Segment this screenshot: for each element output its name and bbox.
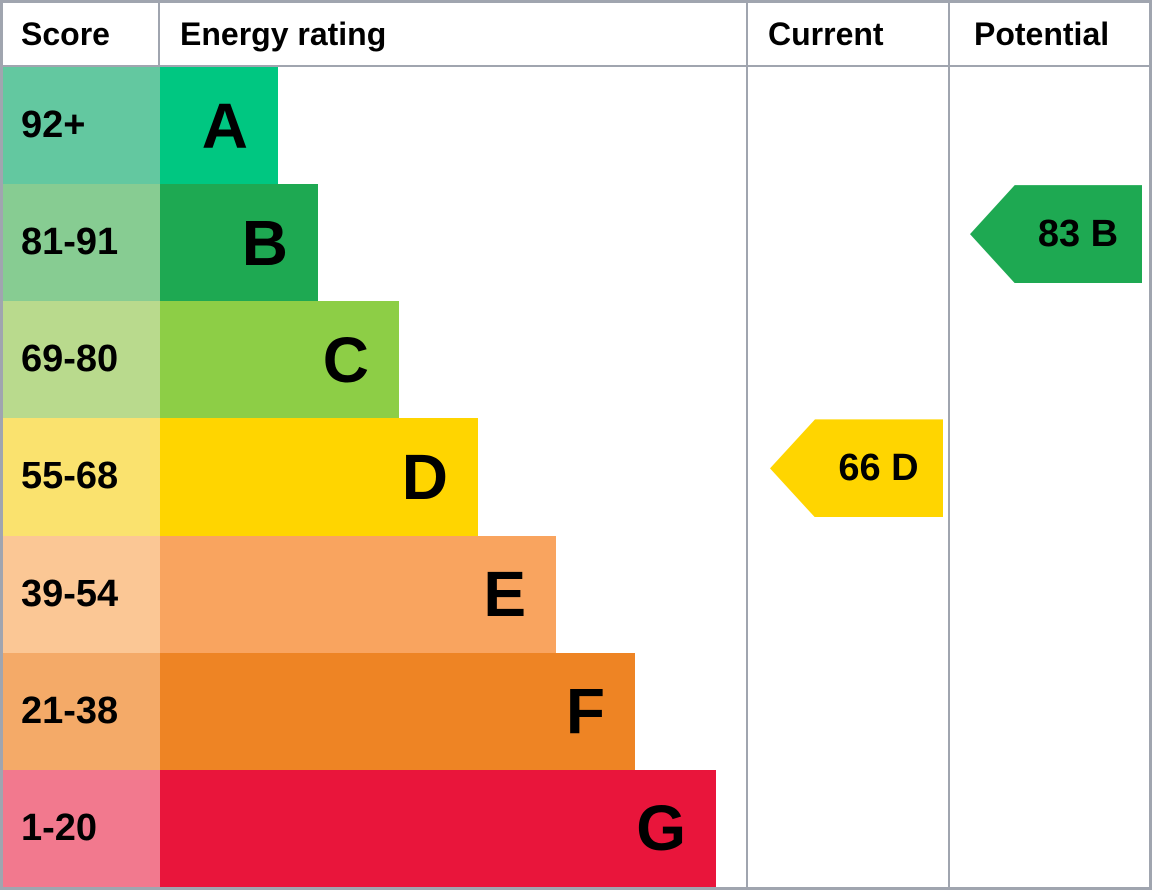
band-letter: B [241, 206, 288, 279]
header-potential: Potential [974, 16, 1110, 52]
header-energy-rating: Energy rating [180, 16, 387, 52]
potential-rating-label: 83 B [1037, 212, 1119, 255]
score-cell: 92+ [3, 67, 160, 185]
table-header: Score Energy rating Current Potential [3, 3, 1149, 67]
score-cell: 55-68 [3, 418, 160, 536]
column-divider-potential [948, 3, 950, 887]
rating-bar: A [160, 67, 278, 185]
score-cell: 21-38 [3, 652, 160, 770]
band-rows: 92+ A 81-91 B 69-80 C 55-68 D 39-54 E 21… [3, 67, 1149, 887]
score-cell: 1-20 [3, 769, 160, 887]
band-row-f: 21-38 F [3, 652, 1149, 770]
rating-bar: G [160, 769, 716, 887]
rating-bar: F [160, 652, 635, 770]
band-row-d: 55-68 D [3, 418, 1149, 536]
column-divider-current [746, 3, 748, 887]
band-letter: G [636, 792, 686, 865]
band-letter: D [401, 440, 448, 513]
band-row-b: 81-91 B [3, 184, 1149, 302]
band-letter: F [565, 675, 605, 748]
band-letter: E [483, 558, 526, 631]
rating-bar: D [160, 418, 478, 536]
header-current: Current [768, 16, 884, 52]
band-row-g: 1-20 G [3, 769, 1149, 887]
column-divider-score [158, 3, 160, 67]
score-cell: 39-54 [3, 535, 160, 653]
current-rating-label: 66 D [838, 446, 919, 489]
band-row-e: 39-54 E [3, 535, 1149, 653]
band-letter: C [322, 323, 369, 396]
band-row-a: 92+ A [3, 67, 1149, 185]
band-letter: A [201, 89, 248, 162]
band-row-c: 69-80 C [3, 301, 1149, 419]
header-score: Score [21, 16, 110, 52]
rating-bar: E [160, 535, 556, 653]
rating-bar: C [160, 301, 399, 419]
score-cell: 69-80 [3, 301, 160, 419]
rating-bar: B [160, 184, 318, 302]
potential-rating-arrow: 83 B [970, 185, 1142, 284]
score-cell: 81-91 [3, 184, 160, 302]
